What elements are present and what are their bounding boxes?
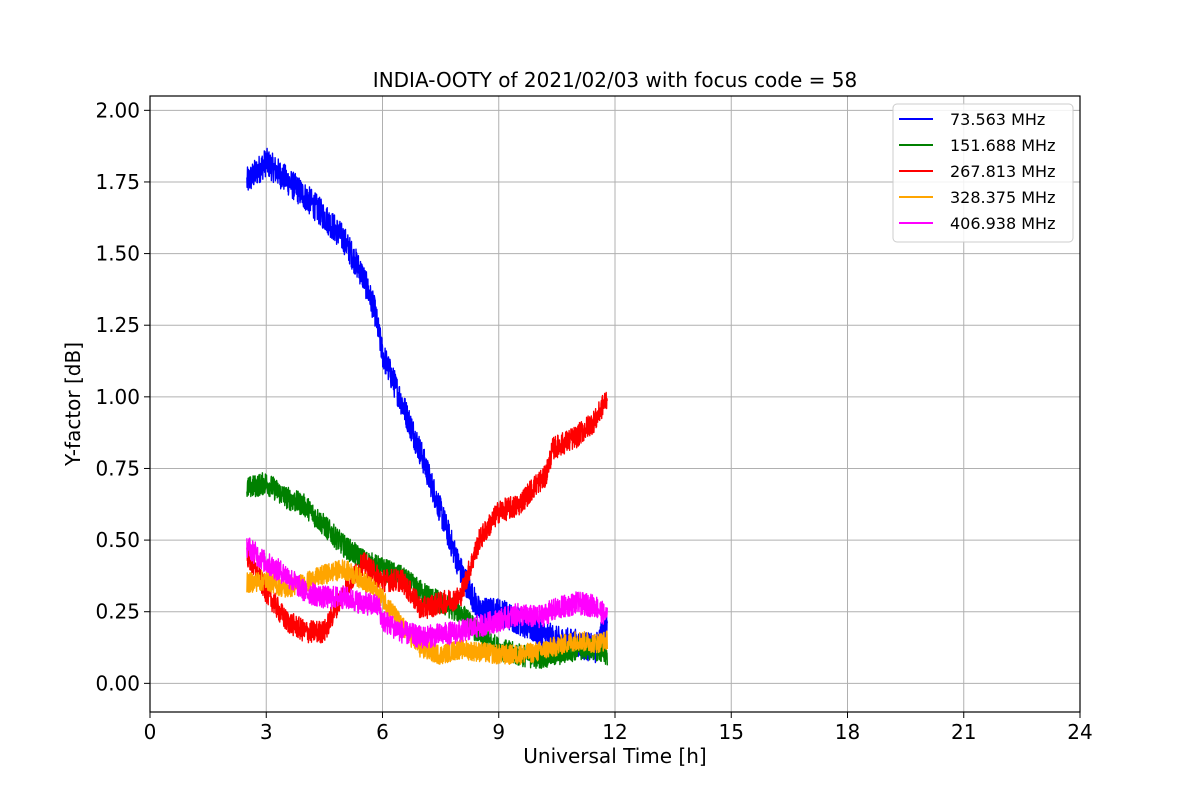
x-tick-label: 24 [1067, 720, 1092, 744]
legend-entry: 73.563 MHz [950, 110, 1045, 129]
series-line-267-813-mhz [246, 391, 608, 644]
y-tick-label: 0.25 [95, 600, 140, 624]
x-tick-label: 6 [376, 720, 389, 744]
legend-entry: 406.938 MHz [950, 214, 1055, 233]
legend-entry: 151.688 MHz [950, 136, 1055, 155]
x-tick-label: 0 [144, 720, 157, 744]
data-series [246, 147, 608, 670]
y-tick-label: 0.00 [95, 671, 140, 695]
legend-entry: 328.375 MHz [950, 188, 1055, 207]
y-tick-label: 1.00 [95, 385, 140, 409]
x-tick-label: 15 [719, 720, 744, 744]
y-tick-label: 0.75 [95, 456, 140, 480]
series-line-406-938-mhz [246, 537, 608, 649]
y-tick-label: 1.25 [95, 313, 140, 337]
y-tick-label: 2.00 [95, 98, 140, 122]
y-tick-label: 1.75 [95, 170, 140, 194]
y-axis-label: Y-factor [dB] [61, 342, 85, 467]
axis-ticks: 0 3 6 9 12 15 18 21 24 0.00 0.25 0.50 0.75 1.00 1.25 1.… [95, 98, 1092, 744]
legend-entry: 267.813 MHz [950, 162, 1055, 181]
x-tick-label: 12 [602, 720, 627, 744]
x-tick-label: 21 [951, 720, 976, 744]
y-tick-label: 1.50 [95, 242, 140, 266]
x-tick-label: 9 [492, 720, 505, 744]
x-tick-label: 18 [835, 720, 860, 744]
y-tick-label: 0.50 [95, 528, 140, 552]
x-axis-label: Universal Time [h] [523, 744, 706, 768]
chart-title: INDIA-OOTY of 2021/02/03 with focus code… [373, 68, 857, 92]
x-tick-label: 3 [260, 720, 273, 744]
legend: 73.563 MHz 151.688 MHz 267.813 MHz 328.375 … [892, 103, 1074, 243]
series-line-73-563-mhz [246, 147, 608, 664]
legend-box [892, 103, 1074, 243]
